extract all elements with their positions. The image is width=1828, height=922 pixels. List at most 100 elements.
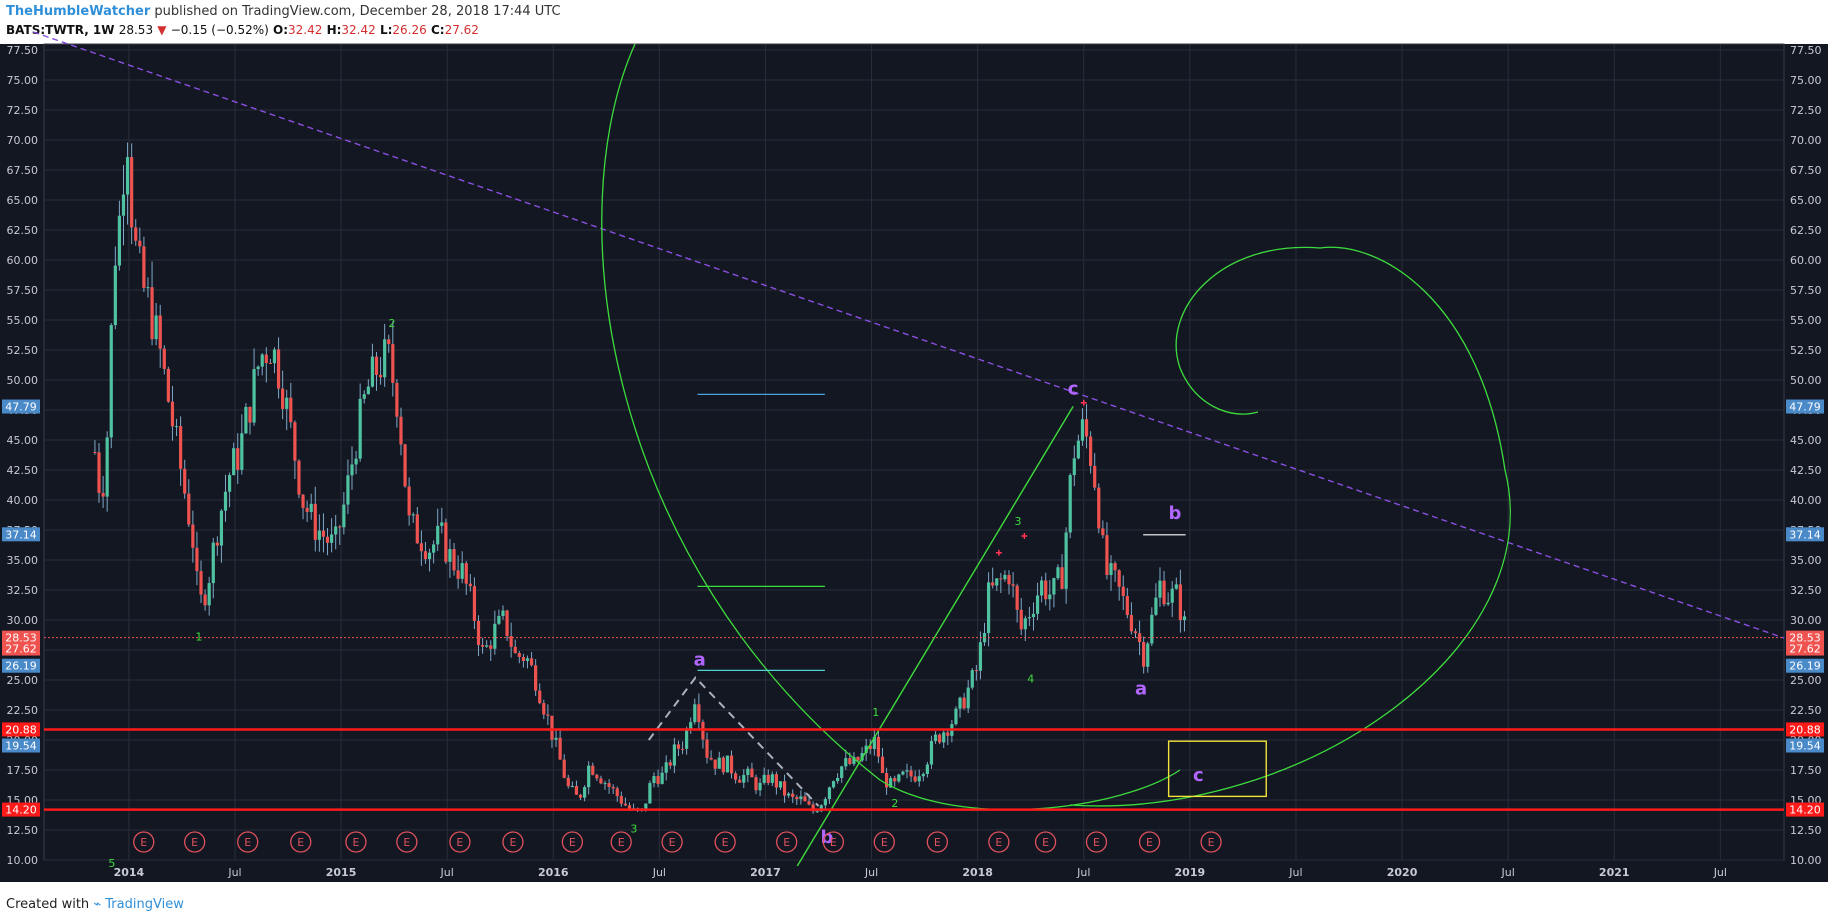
wave-label: 2	[389, 317, 396, 330]
candle-body	[248, 406, 252, 423]
candle-body	[758, 782, 762, 791]
candle-body	[603, 783, 607, 785]
candle-body	[395, 382, 399, 417]
candle-body	[1076, 440, 1080, 459]
candle-body	[154, 315, 158, 340]
candle-body	[831, 781, 836, 788]
y-tick-label-right: 50.00	[1790, 374, 1822, 387]
candle-body	[240, 433, 244, 470]
y-tick-label-right: 57.50	[1790, 284, 1822, 297]
candle-body	[1137, 633, 1142, 643]
candle-body	[599, 778, 603, 784]
price-tag-label-right: 26.19	[1789, 660, 1821, 673]
chart-header: TheHumbleWatcher published on TradingVie…	[6, 4, 561, 38]
wave-label: c	[1193, 765, 1204, 786]
candle-body	[166, 368, 170, 402]
x-tick-label: 2021	[1599, 866, 1630, 879]
candle-body	[852, 756, 856, 764]
candle-body	[1097, 487, 1101, 529]
tradingview-logo-icon[interactable]: ⌁	[93, 897, 102, 912]
candle-body	[285, 397, 289, 409]
price-tag-left	[2, 658, 40, 673]
author-name[interactable]: TheHumbleWatcher	[6, 4, 151, 19]
candle-body	[158, 315, 162, 349]
candle-body	[538, 690, 542, 704]
y-tick-label-left: 52.50	[7, 344, 39, 357]
earnings-marker	[1138, 831, 1161, 853]
wave-label: 1	[872, 706, 879, 719]
earnings-marker	[661, 831, 683, 853]
candle-body	[350, 464, 354, 476]
y-tick-label-right: 40.00	[1790, 494, 1822, 507]
candle-body	[705, 739, 709, 758]
candle-body	[550, 715, 554, 740]
candle-body	[1174, 584, 1178, 589]
price-tag-label-right: 19.54	[1789, 740, 1821, 753]
candle-body	[689, 722, 693, 731]
price-tag-label-left: 26.19	[5, 660, 37, 673]
fib-arc-large	[601, 43, 1181, 811]
candle-body	[297, 460, 301, 495]
candle-body	[1072, 458, 1076, 476]
candle-body	[1166, 602, 1170, 605]
price-tag-left	[2, 641, 40, 656]
candle-body	[162, 348, 166, 369]
candle-body	[791, 793, 795, 798]
candle-body	[252, 369, 256, 423]
candle-body	[717, 757, 721, 769]
candle-body	[215, 542, 219, 546]
candle-body	[864, 745, 868, 754]
y-tick-label-right: 30.00	[1790, 614, 1822, 627]
fib-spiral	[1069, 246, 1511, 807]
candle-body	[1064, 532, 1068, 589]
y-tick-label-left: 40.00	[7, 494, 39, 507]
chart-footer: Created with ⌁ TradingView	[6, 897, 184, 912]
candle-body	[578, 794, 583, 798]
candle-body	[1035, 595, 1040, 614]
candle-body	[770, 774, 774, 783]
price-change: −0.15 (−0.52%)	[170, 23, 269, 37]
candle-body	[403, 444, 407, 487]
candle-body	[489, 645, 493, 649]
candle-body	[150, 287, 154, 340]
candle-body	[803, 796, 807, 802]
candle-body	[819, 805, 823, 812]
candle-body	[627, 805, 632, 810]
candle-body	[436, 525, 440, 545]
candle-body	[358, 398, 362, 459]
y-tick-label-left: 55.00	[7, 314, 39, 327]
earnings-label: E	[783, 836, 790, 849]
candle-body	[946, 732, 950, 736]
candle-body	[464, 563, 468, 584]
candle-body	[456, 570, 460, 579]
candle-body	[905, 770, 909, 772]
candle-body	[664, 762, 668, 773]
candle-body	[501, 610, 505, 616]
price-tag-left	[2, 527, 40, 542]
candle-body	[978, 642, 983, 671]
candle-body	[174, 426, 179, 428]
candle-body	[411, 514, 415, 516]
candle-body	[856, 756, 860, 761]
candle-body	[1162, 580, 1166, 605]
x-tick-label: Jul	[864, 866, 878, 879]
y-tick-label-left: 67.50	[7, 164, 39, 177]
candle-body	[1007, 574, 1011, 585]
tradingview-brand[interactable]: TradingView	[105, 897, 184, 912]
candle-body	[130, 157, 134, 228]
candles	[93, 142, 1187, 814]
symbol-label: BATS:TWTR, 1W	[6, 23, 115, 37]
price-tag-label-right: 47.79	[1789, 401, 1821, 414]
candle-body	[754, 777, 758, 791]
candle-body	[1068, 475, 1072, 533]
candle-body	[125, 157, 130, 195]
price-tag-right	[1786, 641, 1824, 656]
price-tag-label-left: 20.88	[5, 723, 37, 736]
y-tick-label-left: 72.50	[7, 104, 39, 117]
candle-body	[799, 796, 803, 800]
earnings-marker	[290, 831, 312, 853]
earnings-label: E	[1208, 836, 1215, 849]
candle-body	[889, 778, 893, 788]
candle-body	[660, 772, 664, 784]
